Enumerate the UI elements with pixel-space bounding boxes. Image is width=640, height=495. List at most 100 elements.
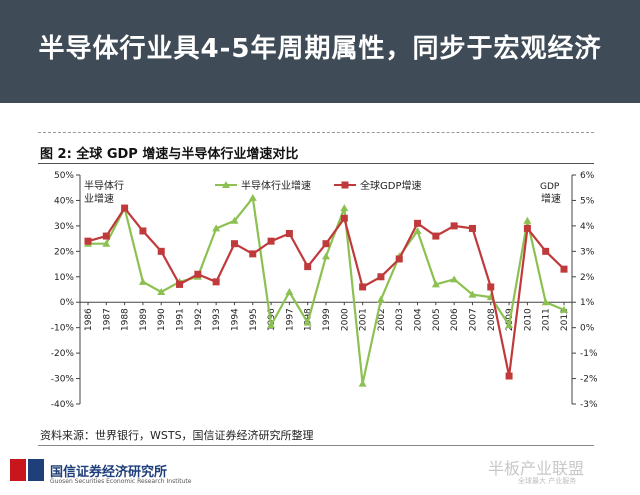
right-tick-label: 3% [580,247,595,257]
slide-header: 半导体行业具4-5年周期属性，同步于宏观经济 [0,0,640,103]
left-tick-label: 30% [54,222,74,232]
x-tick-label: 2000 [340,308,350,331]
x-tick-label: 1988 [121,308,131,331]
x-tick-label: 1995 [249,308,259,331]
left-tick-label: 20% [54,247,74,257]
left-axis-title-line2: 业增速 [84,192,114,205]
bottom-divider [38,445,594,446]
left-tick-label: 50% [54,171,74,181]
x-tick-label: 2002 [377,308,387,331]
slide-title: 半导体行业具4-5年周期属性，同步于宏观经济 [38,34,602,64]
figure-title: 图 2: 全球 GDP 增速与半导体行业增速对比 [40,147,299,162]
right-tick-label: 1% [580,298,595,308]
watermark: 半板产业联盟 [488,459,585,478]
series-1-point [212,224,221,232]
x-tick-label: 2005 [432,308,442,331]
right-tick-label: -3% [580,400,598,410]
x-tick-label: 2010 [523,308,533,331]
x-tick-label: 2006 [450,308,460,331]
series-2-point [285,230,293,238]
series-1-point [157,288,166,296]
series-2-point [377,273,385,281]
x-tick-label: 1987 [102,308,112,331]
right-tick-label: -2% [580,375,598,385]
x-tick-label: 2001 [359,308,369,331]
x-tick-label: 1986 [84,308,94,331]
series-2-point [432,232,440,240]
left-tick-label: -30% [51,375,75,385]
legend-marker-2 [341,181,349,189]
series-2-point [249,250,257,258]
series-2-point [395,255,403,263]
right-tick-label: 0% [580,324,595,334]
series-1-point [102,239,111,247]
right-tick-label: 6% [580,171,595,181]
x-tick-label: 1992 [194,308,204,331]
series-1-point [230,216,239,224]
series-2-point [468,224,476,232]
series-1-point [340,204,349,212]
series-2-point [194,270,202,278]
x-tick-label: 2012 [560,308,570,331]
series-1-point [303,318,312,326]
watermark-sub: 全球最大 产业服务 [518,477,577,485]
series-1-point [431,280,440,288]
figure-divider [38,163,594,164]
legend-label-2: 全球GDP增速 [360,179,421,192]
x-tick-label: 2003 [395,308,405,331]
series-2-point [230,240,238,248]
series-2-point [505,372,513,380]
series-2-point [322,240,330,248]
series-2-point [139,227,147,235]
x-tick-label: 2011 [542,308,552,331]
x-tick-label: 1991 [176,308,186,331]
series-2-point [487,283,495,291]
left-tick-label: 0% [60,298,75,308]
x-tick-label: 2007 [468,308,478,331]
left-tick-label: -20% [51,349,75,359]
x-tick-label: 2008 [487,308,497,331]
series-1-point [138,277,147,285]
series-1-point [505,321,514,329]
legend-marker-1 [222,181,230,188]
series-2-point [121,204,129,212]
right-tick-label: 4% [580,222,595,232]
footer-org-english: Guosen Securities Economic Research Inst… [50,478,192,485]
top-divider [38,132,594,133]
series-1-point [267,321,276,329]
right-axis-title-line2: 增速 [541,192,561,205]
series-1-point [523,216,532,224]
series-1-point [413,226,422,234]
series-1-point [248,193,257,201]
series-2-point [414,219,422,227]
right-tick-label: -1% [580,349,598,359]
series-2-point [212,278,220,286]
right-axis-title: GDP [540,182,560,192]
series-2-point [560,265,568,273]
x-tick-label: 2004 [414,308,424,331]
series-2-point [340,214,348,222]
figure-source: 资料来源：世界银行，WSTS，国信证券经济研究所整理 [40,429,314,442]
x-tick-label: 1997 [285,308,295,331]
left-tick-label: 10% [54,273,74,283]
series-2-point [523,224,531,232]
left-tick-label: 40% [54,196,74,206]
series-2-point [304,263,312,271]
series-2-point [359,283,367,291]
series-1-point [468,290,477,298]
series-2-point [176,280,184,288]
series-2-point [84,237,92,245]
series-1-point [560,305,568,313]
series-2-point [157,247,165,255]
x-tick-label: 1989 [139,308,149,331]
left-axis-title: 半导体行 [84,179,124,192]
x-tick-label: 1996 [267,308,277,331]
series-2-point [102,232,110,240]
series-1-point [450,275,459,283]
series-1-point [376,295,385,303]
left-tick-label: -10% [51,324,75,334]
series-1-point [541,298,550,306]
chart-layer: 50% 40% 30% 20% 10% 0% -10% -20% -30% -40% 6% 5% 4% 3… [51,171,598,410]
x-tick-label: 1990 [157,308,167,331]
